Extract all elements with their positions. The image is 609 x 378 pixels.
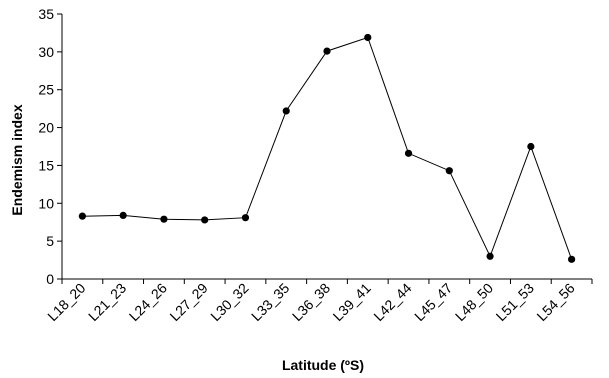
data-point (445, 167, 453, 175)
data-point (282, 107, 290, 115)
data-point (364, 33, 372, 42)
x-axis-ticks: L18_20L21_23L24_26L27_29L30_32L33_35L36_… (44, 279, 593, 324)
data-point (404, 149, 413, 157)
y-tick-label: 30 (38, 44, 54, 60)
x-tick-label: L27_29 (166, 280, 210, 324)
data-point (78, 212, 86, 220)
y-tick-label: 0 (46, 271, 54, 287)
x-tick-label: L42_44 (370, 280, 414, 324)
y-tick-label: 5 (46, 233, 54, 249)
data-point (568, 255, 576, 263)
series-line (82, 36, 573, 260)
x-tick-label: L51_53 (493, 280, 537, 324)
x-tick-label: L33_35 (248, 280, 292, 324)
x-tick-label: L36_38 (289, 280, 333, 324)
data-series (78, 33, 576, 263)
x-tick-label: L48_50 (452, 280, 496, 324)
x-tick-label: L21_23 (85, 280, 129, 324)
x-tick-label: L24_26 (126, 280, 170, 324)
x-tick-label: L45_47 (411, 280, 455, 324)
y-tick-label: 35 (38, 6, 54, 22)
data-point (527, 142, 535, 151)
data-point (241, 214, 250, 222)
y-axis-title: Endemism index (9, 104, 25, 215)
x-tick-label: L54_56 (533, 280, 577, 324)
data-point (201, 216, 209, 224)
y-tick-label: 20 (38, 120, 54, 136)
x-tick-label: L39_41 (330, 280, 374, 324)
x-tick-label: L30_32 (207, 280, 251, 324)
y-axis-ticks: 0 5 10 15 20 25 30 35 (38, 6, 62, 287)
axes (61, 14, 592, 280)
data-point (119, 211, 127, 219)
data-point (486, 252, 494, 260)
x-axis-title: Latitude (ºS) (282, 357, 364, 373)
y-tick-label: 15 (38, 157, 54, 173)
data-point (160, 215, 168, 223)
y-tick-label: 25 (38, 82, 54, 98)
data-point (323, 47, 331, 55)
y-tick-label: 10 (38, 195, 54, 211)
